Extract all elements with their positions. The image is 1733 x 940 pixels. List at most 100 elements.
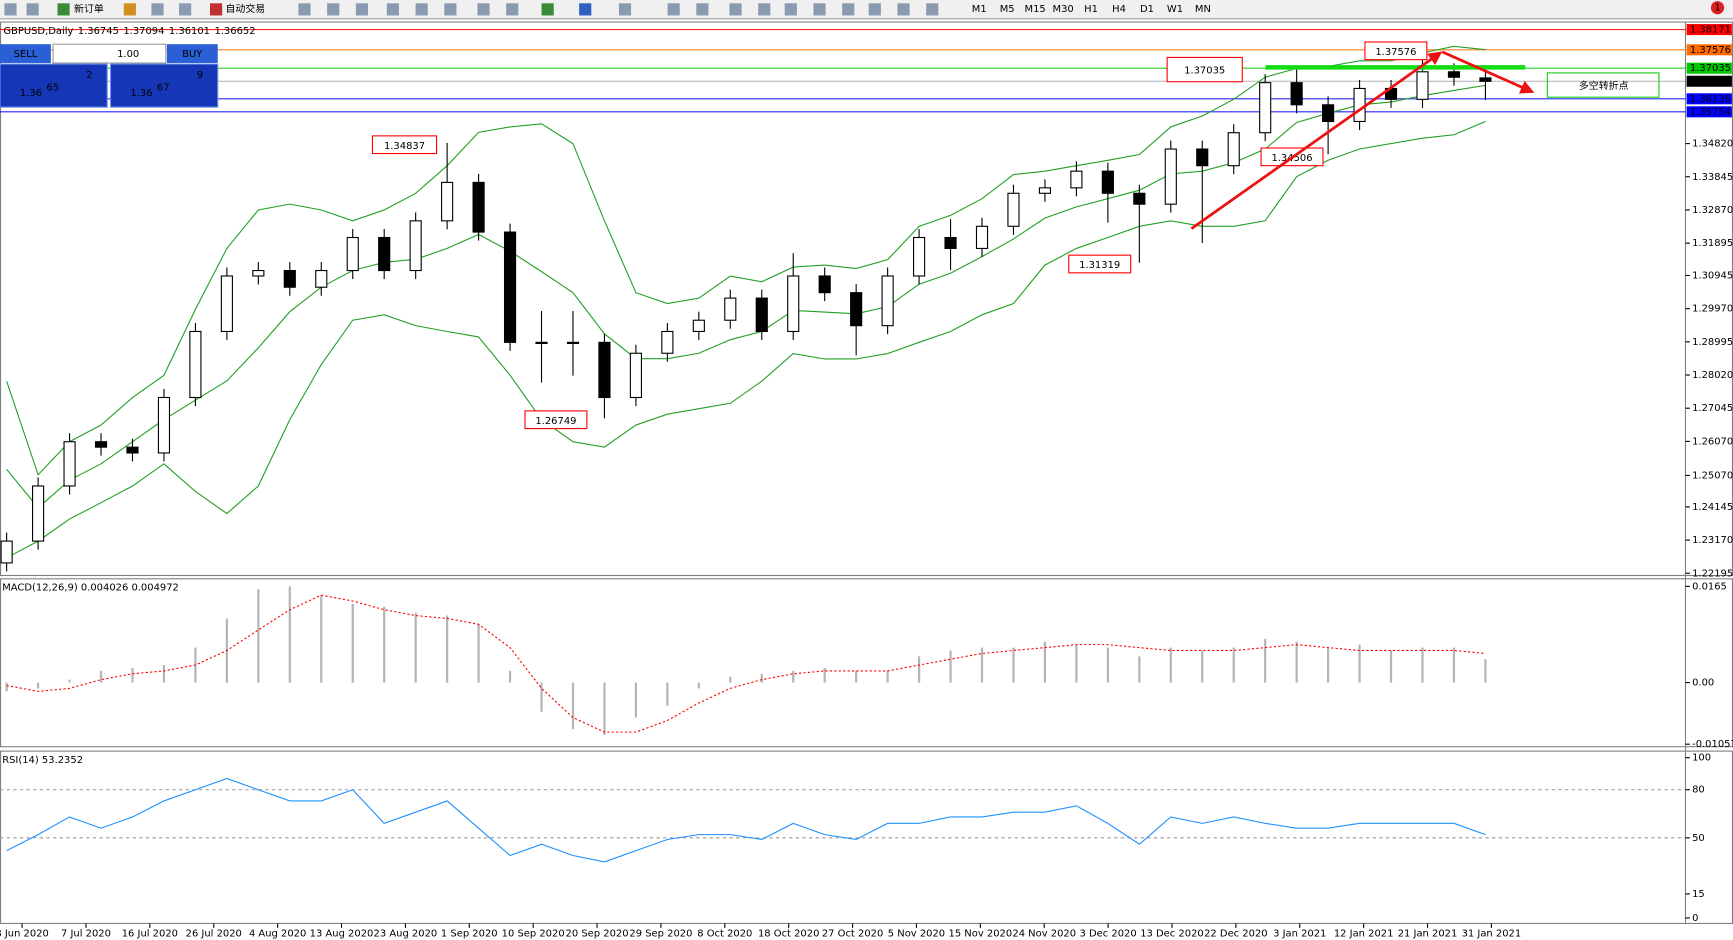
sell-button[interactable] bbox=[0, 44, 51, 63]
candle-body bbox=[189, 330, 202, 399]
toolbar bbox=[0, 0, 1733, 19]
icon[interactable] bbox=[784, 3, 797, 16]
icon[interactable] bbox=[729, 3, 742, 16]
price-prefix: 1.36 bbox=[130, 88, 152, 99]
price-level-tag bbox=[1686, 93, 1732, 105]
x-tick-label: 16 Jul 2020 bbox=[122, 928, 178, 939]
timeframe-button[interactable]: MN bbox=[1195, 4, 1211, 15]
icon[interactable] bbox=[618, 3, 632, 16]
icon[interactable] bbox=[355, 3, 369, 16]
timeframe-button[interactable]: M1 bbox=[972, 4, 987, 15]
timeframe-button[interactable]: H1 bbox=[1084, 4, 1098, 15]
y-tick-label: 1.34820 bbox=[1692, 139, 1733, 150]
rsi-line bbox=[6, 777, 1486, 863]
icon[interactable] bbox=[758, 3, 771, 16]
candle-body bbox=[1227, 132, 1240, 167]
icon[interactable] bbox=[57, 3, 70, 16]
panel-title: RSI(14) 53.2352 bbox=[2, 755, 83, 766]
candle-body bbox=[315, 269, 328, 288]
y-tick-label: 80 bbox=[1692, 785, 1705, 796]
icon[interactable] bbox=[327, 3, 340, 16]
icon[interactable] bbox=[541, 3, 554, 16]
y-tick-label: 1.26070 bbox=[1692, 436, 1733, 447]
timeframe-button[interactable]: H4 bbox=[1112, 4, 1126, 15]
price-big: 67 bbox=[157, 82, 170, 93]
x-tick-label: 7 Jul 2020 bbox=[61, 928, 111, 939]
icon[interactable] bbox=[579, 3, 592, 16]
candle-body bbox=[881, 275, 894, 327]
icon[interactable] bbox=[123, 3, 136, 16]
buy-button[interactable] bbox=[166, 44, 218, 63]
candle-body bbox=[1164, 148, 1177, 205]
notification-count: 1 bbox=[1714, 3, 1720, 14]
toolbar-button[interactable]: 新订单 bbox=[74, 2, 104, 15]
candle-body bbox=[1479, 77, 1492, 82]
annotation-label: 1.34837 bbox=[384, 141, 425, 152]
header-low: 1.36101 bbox=[169, 26, 210, 37]
icon[interactable] bbox=[868, 3, 881, 16]
candle-body bbox=[850, 292, 863, 327]
price-level-label: 1.38171 bbox=[1690, 25, 1731, 36]
candle-body bbox=[724, 297, 737, 321]
notification-badge[interactable] bbox=[1710, 1, 1725, 15]
candle-body bbox=[913, 236, 926, 277]
x-tick-label: 10 Sep 2020 bbox=[502, 928, 565, 939]
y-tick-label: 50 bbox=[1692, 833, 1705, 844]
icon[interactable] bbox=[4, 3, 17, 16]
price-level-tag bbox=[1686, 24, 1732, 36]
icon[interactable] bbox=[696, 3, 709, 16]
x-tick-label: 3 Jan 2021 bbox=[1273, 928, 1326, 939]
icon[interactable] bbox=[386, 3, 399, 16]
icon[interactable] bbox=[444, 3, 457, 16]
price-level-tag bbox=[1686, 44, 1732, 56]
candle-body bbox=[378, 236, 391, 272]
icon[interactable] bbox=[209, 3, 223, 16]
candle-body bbox=[661, 330, 674, 354]
x-tick-label: 23 Aug 2020 bbox=[374, 928, 438, 939]
y-tick-label: 1.29970 bbox=[1692, 304, 1733, 315]
candle-body bbox=[126, 446, 139, 454]
price-sup: 9 bbox=[197, 70, 203, 81]
icon[interactable] bbox=[179, 3, 192, 16]
icon[interactable] bbox=[477, 3, 490, 16]
icon[interactable] bbox=[415, 3, 428, 16]
candle-body bbox=[535, 341, 548, 345]
x-tick-label: 21 Jan 2021 bbox=[1398, 928, 1458, 939]
icon[interactable] bbox=[506, 3, 519, 16]
candle-body bbox=[1416, 71, 1429, 100]
x-tick-label: 5 Nov 2020 bbox=[888, 928, 945, 939]
icon[interactable] bbox=[926, 3, 939, 16]
toolbar-button[interactable]: 自动交易 bbox=[225, 2, 265, 15]
candle-body bbox=[1101, 170, 1114, 194]
timeframe-button[interactable]: M5 bbox=[1000, 4, 1015, 15]
buy-price-box[interactable] bbox=[109, 63, 219, 108]
sell-price-box[interactable] bbox=[0, 63, 108, 108]
header-symbol: GBPUSD,Daily bbox=[3, 26, 73, 37]
timeframe-button[interactable]: M30 bbox=[1053, 4, 1074, 15]
price-level-tag bbox=[1686, 62, 1732, 74]
y-tick-label: 100 bbox=[1692, 753, 1711, 764]
icon[interactable] bbox=[26, 3, 39, 16]
icon[interactable] bbox=[813, 3, 826, 16]
icon[interactable] bbox=[897, 3, 910, 16]
x-tick-label: 24 Nov 2020 bbox=[1012, 928, 1076, 939]
lot-spinner[interactable] bbox=[52, 43, 167, 64]
x-tick-label: 22 Dec 2020 bbox=[1204, 928, 1268, 939]
icon[interactable] bbox=[667, 3, 680, 16]
candle-body bbox=[1038, 187, 1052, 194]
panel-frame bbox=[0, 21, 1733, 577]
icon[interactable] bbox=[842, 3, 855, 16]
y-tick-label: 0.0165 bbox=[1692, 581, 1727, 592]
icon[interactable] bbox=[298, 3, 311, 16]
candle-body bbox=[692, 319, 705, 333]
timeframe-button[interactable]: M15 bbox=[1025, 4, 1046, 15]
annotation-label: 1.37035 bbox=[1184, 66, 1225, 77]
candle-body bbox=[32, 485, 45, 542]
icon[interactable] bbox=[151, 3, 164, 16]
candle-body bbox=[1290, 82, 1303, 106]
candle-body bbox=[252, 269, 265, 277]
timeframe-button[interactable]: D1 bbox=[1140, 4, 1154, 15]
x-tick-label: 27 Oct 2020 bbox=[822, 928, 883, 939]
timeframe-button[interactable]: W1 bbox=[1167, 4, 1183, 15]
